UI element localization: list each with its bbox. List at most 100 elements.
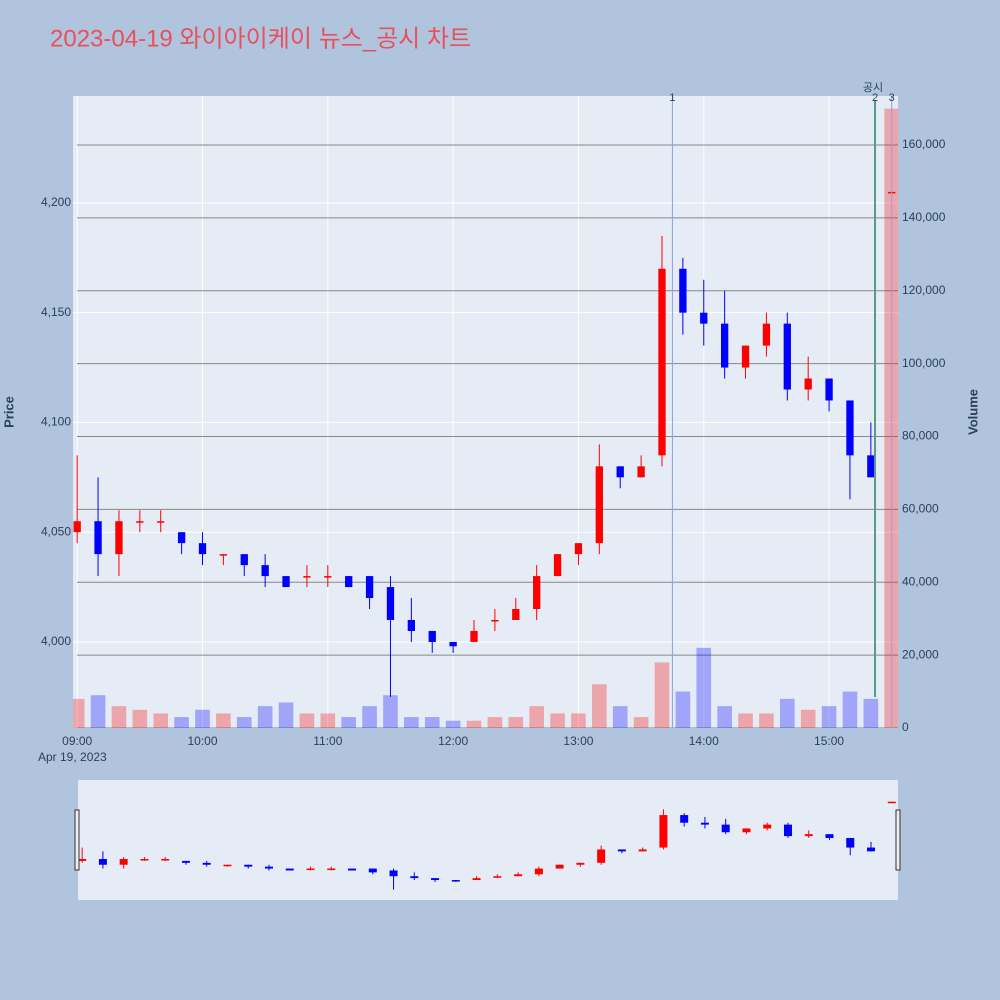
x-tick-label: 15:00 bbox=[814, 734, 844, 748]
volume-bar bbox=[759, 713, 774, 728]
mini-body bbox=[244, 864, 253, 867]
mini-body bbox=[410, 876, 419, 879]
volume-bar bbox=[111, 706, 127, 728]
candle-body bbox=[658, 268, 666, 456]
candle-body bbox=[240, 554, 248, 566]
mini-body bbox=[887, 801, 896, 804]
candle-body bbox=[846, 400, 854, 456]
chart-title: 2023-04-19 와이아이케이 뉴스_공시 차트 bbox=[50, 25, 471, 52]
mini-body bbox=[327, 868, 336, 871]
volume-bar bbox=[424, 717, 440, 728]
candle-body bbox=[783, 323, 791, 390]
candle-body bbox=[324, 576, 332, 578]
volume-bar bbox=[633, 717, 649, 728]
candle-body bbox=[700, 312, 708, 324]
mini-body bbox=[451, 880, 460, 882]
plot-area bbox=[73, 96, 898, 728]
volume-bar bbox=[550, 713, 565, 728]
candle-body bbox=[637, 466, 645, 478]
y-tick-label: 4,200 bbox=[41, 195, 71, 209]
candle-body bbox=[720, 323, 729, 368]
volume-bar bbox=[404, 717, 419, 728]
y2-tick-label: 0 bbox=[902, 720, 909, 734]
mini-body bbox=[700, 822, 709, 825]
volume-bar bbox=[592, 684, 607, 728]
y2-tick-label: 80,000 bbox=[902, 429, 939, 443]
mini-body bbox=[161, 859, 170, 861]
mini-body bbox=[264, 866, 273, 869]
candle-body bbox=[449, 641, 457, 647]
x-tick-label: 10:00 bbox=[187, 734, 217, 748]
candle-body bbox=[762, 323, 771, 346]
volume-bar bbox=[717, 706, 732, 728]
mini-body bbox=[389, 870, 398, 877]
x-tick-label: 11:00 bbox=[313, 734, 342, 748]
y2-axis-title: Volume bbox=[965, 389, 980, 435]
volume-bar bbox=[90, 695, 106, 728]
mini-body bbox=[555, 864, 564, 869]
y2-tick-label: 40,000 bbox=[902, 574, 939, 588]
mini-body bbox=[493, 876, 502, 878]
mini-body bbox=[306, 868, 315, 871]
event-label: 2 bbox=[872, 92, 878, 104]
mini-body bbox=[140, 859, 149, 861]
mini-body bbox=[638, 849, 647, 852]
volume-bar bbox=[508, 717, 524, 728]
mini-body bbox=[617, 849, 626, 852]
y-tick-label: 4,150 bbox=[41, 305, 71, 319]
mini-body bbox=[763, 824, 772, 829]
mini-body bbox=[783, 824, 792, 837]
volume-bar bbox=[383, 695, 398, 728]
volume-bar bbox=[216, 713, 231, 728]
mini-body bbox=[368, 868, 377, 873]
candle-body bbox=[867, 455, 875, 478]
mini-body bbox=[867, 847, 876, 852]
y-tick-label: 4,000 bbox=[41, 634, 71, 648]
candle-body bbox=[365, 576, 374, 599]
range-handle[interactable] bbox=[74, 809, 80, 871]
volume-bar bbox=[445, 720, 461, 728]
candle-body bbox=[512, 609, 520, 620]
volume-bar bbox=[696, 647, 712, 728]
volume-bar bbox=[153, 713, 169, 728]
volume-bar bbox=[299, 713, 315, 728]
mini-body bbox=[804, 834, 813, 837]
mini-body bbox=[825, 834, 834, 838]
volume-bar bbox=[362, 706, 377, 728]
mini-body bbox=[285, 868, 294, 871]
y2-tick-label: 140,000 bbox=[902, 210, 946, 224]
volume-bar bbox=[174, 717, 189, 728]
volume-bar bbox=[612, 706, 628, 728]
candle-body bbox=[157, 521, 165, 523]
volume-bar bbox=[320, 713, 336, 728]
volume-bar bbox=[466, 720, 482, 728]
y-axis-title: Price bbox=[1, 396, 16, 428]
volume-bar bbox=[487, 717, 503, 728]
mini-body bbox=[119, 859, 128, 865]
volume-bar bbox=[863, 698, 879, 728]
volume-bar bbox=[571, 713, 586, 728]
candle-body bbox=[574, 543, 583, 555]
mini-body bbox=[597, 849, 606, 863]
candle-body bbox=[616, 466, 624, 478]
range-slider-layer bbox=[78, 801, 896, 890]
candle-body bbox=[825, 378, 833, 401]
event-label: 1 bbox=[669, 92, 675, 104]
candle-body bbox=[198, 543, 207, 555]
range-slider[interactable] bbox=[78, 780, 898, 900]
plot-layer bbox=[73, 96, 898, 728]
mini-body bbox=[721, 824, 730, 833]
y2-tick-label: 60,000 bbox=[902, 502, 939, 516]
mini-body bbox=[472, 878, 481, 881]
candle-body bbox=[491, 619, 499, 622]
x-tick-label: 12:00 bbox=[438, 734, 468, 748]
y2-tick-label: 100,000 bbox=[902, 356, 946, 370]
volume-bar bbox=[132, 709, 148, 728]
mini-body bbox=[680, 815, 689, 823]
candle-body bbox=[407, 619, 416, 631]
event-label: 3 bbox=[889, 92, 895, 104]
x-tick-label: 14:00 bbox=[689, 734, 719, 748]
candle-body bbox=[470, 630, 478, 642]
range-handle[interactable] bbox=[895, 809, 901, 871]
